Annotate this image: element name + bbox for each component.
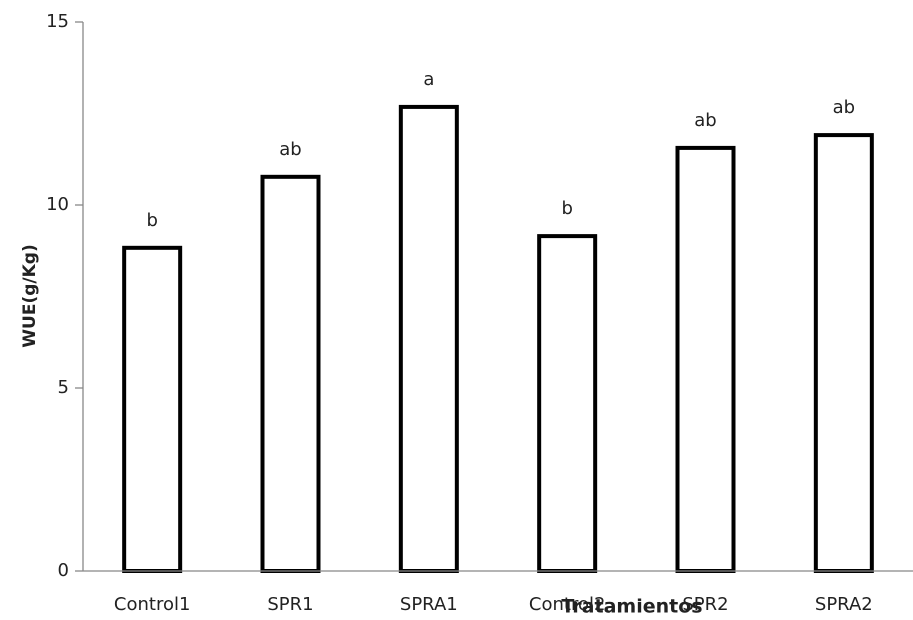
x-tick-label: SPR1: [267, 594, 313, 615]
bar: [398, 104, 459, 574]
x-tick-label: SPR2: [682, 594, 728, 615]
annotation: b: [146, 210, 157, 231]
x-axis-label: Tratamientos: [561, 596, 702, 618]
annotation: ab: [279, 139, 301, 160]
annotation: b: [561, 198, 572, 219]
bar: [260, 174, 321, 573]
annotation: ab: [833, 97, 855, 118]
bar: [537, 234, 598, 574]
annotation: a: [423, 69, 434, 90]
bar: [122, 245, 183, 574]
x-tick-label: SPRA1: [400, 594, 458, 615]
y-axis-label: WUE(g/Kg): [20, 244, 40, 347]
y-tick-label: 5: [58, 377, 69, 398]
x-tick-label: Control1: [114, 594, 191, 615]
bar: [675, 145, 736, 574]
bar: [813, 133, 874, 573]
y-tick-label: 10: [46, 194, 69, 215]
y-tick-label: 0: [58, 560, 69, 581]
annotation: ab: [694, 110, 716, 131]
x-tick-label: SPRA2: [815, 594, 873, 615]
y-tick-label: 15: [46, 11, 69, 32]
x-tick-label: Control2: [529, 594, 606, 615]
